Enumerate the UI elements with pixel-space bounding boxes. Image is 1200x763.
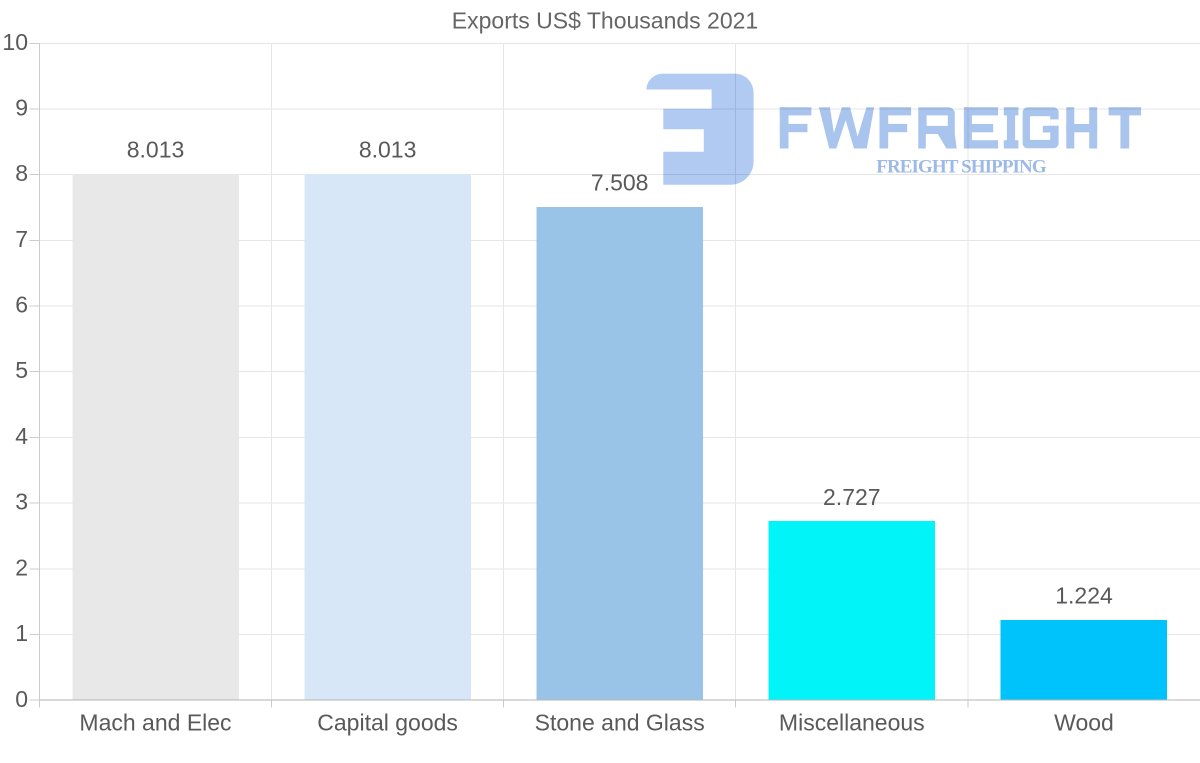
svg-text:FREIGHT SHIPPING: FREIGHT SHIPPING	[876, 157, 1047, 178]
svg-text:Capital goods: Capital goods	[317, 710, 458, 736]
svg-text:Mach and Elec: Mach and Elec	[79, 710, 231, 736]
svg-text:1: 1	[15, 620, 28, 646]
svg-text:0: 0	[15, 686, 28, 712]
svg-text:Stone and Glass: Stone and Glass	[535, 710, 705, 736]
svg-text:6: 6	[15, 292, 28, 318]
svg-text:10: 10	[2, 29, 28, 55]
svg-text:2.727: 2.727	[823, 484, 881, 510]
svg-text:7: 7	[15, 226, 28, 252]
svg-text:Exports US$ Thousands 2021: Exports US$ Thousands 2021	[452, 7, 758, 33]
svg-text:7.508: 7.508	[591, 170, 649, 196]
svg-text:8.013: 8.013	[359, 137, 417, 163]
svg-text:4: 4	[15, 423, 28, 449]
svg-text:Miscellaneous: Miscellaneous	[779, 710, 925, 736]
svg-text:5: 5	[15, 357, 28, 383]
svg-text:9: 9	[15, 95, 28, 121]
svg-text:2: 2	[15, 555, 28, 581]
svg-text:8.013: 8.013	[127, 137, 185, 163]
svg-text:3: 3	[15, 489, 28, 515]
svg-text:1.224: 1.224	[1055, 583, 1113, 609]
svg-text:8: 8	[15, 160, 28, 186]
svg-text:Wood: Wood	[1054, 710, 1114, 736]
